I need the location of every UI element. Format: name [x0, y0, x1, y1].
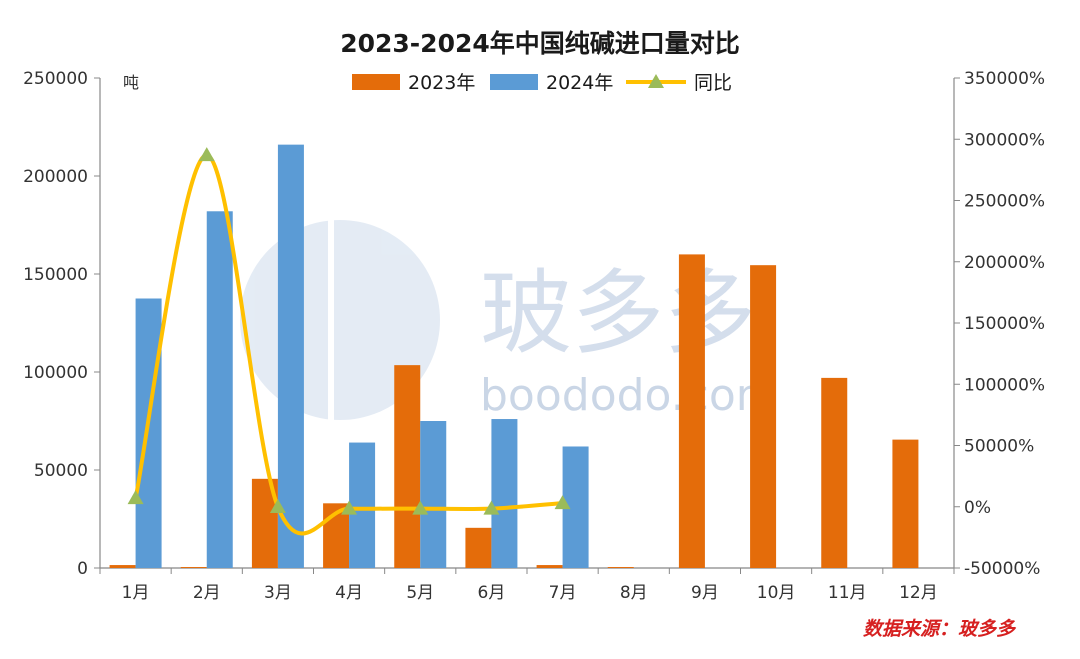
yoy-point-marker	[269, 498, 286, 513]
legend-swatch	[352, 74, 400, 90]
x-tick-label: 12月	[899, 583, 938, 603]
y-axis-unit: 吨	[123, 73, 139, 92]
bar-2023年-5月	[394, 365, 421, 568]
y-right-tick-label: 250000%	[964, 192, 1045, 212]
legend-label: 2023年	[408, 72, 475, 94]
x-tick-label: 7月	[549, 583, 577, 603]
x-tick-label: 10月	[757, 583, 796, 603]
source-note: 数据来源：玻多多	[863, 618, 1017, 640]
x-tick-label: 1月	[122, 583, 150, 603]
x-tick-label: 2月	[193, 583, 221, 603]
bar-2024年-3月	[277, 144, 304, 568]
y-left-tick-label: 250000	[23, 69, 88, 89]
yoy-point-marker	[483, 500, 500, 515]
y-right-tick-label: 100000%	[964, 375, 1045, 395]
bar-2024年-1月	[135, 298, 162, 568]
chart-title: 2023-2024年中国纯碱进口量对比	[340, 29, 740, 58]
y-right-tick-label: 350000%	[964, 69, 1045, 89]
yoy-point-marker	[341, 500, 358, 515]
legend-label: 2024年	[546, 72, 613, 94]
y-right-tick-label: 0%	[964, 498, 991, 518]
axes: 0 50000 100000 150000 200000 250000 -50000% 0% 5…	[23, 69, 1045, 603]
x-tick-label: 4月	[335, 583, 363, 603]
bar-2023年-8月	[607, 567, 634, 568]
y-right-tick-label: 200000%	[964, 253, 1045, 273]
x-tick-label: 11月	[828, 583, 867, 603]
bar-2024年-4月	[349, 442, 376, 568]
yoy-point-marker	[198, 147, 215, 162]
bar-2024年-2月	[206, 211, 233, 568]
yoy-point-marker	[554, 495, 571, 510]
y-left-tick-label: 100000	[23, 363, 88, 383]
y-left-tick-label: 150000	[23, 265, 88, 285]
yoy-line-path	[133, 153, 563, 536]
bar-2023年-12月	[892, 439, 919, 568]
x-tick-label: 3月	[264, 583, 292, 603]
yoy-point-marker	[127, 490, 144, 505]
bar-2024年-6月	[491, 419, 518, 568]
x-tick-label: 8月	[620, 583, 648, 603]
bar-2023年-9月	[678, 254, 705, 568]
watermark-logo-bar	[328, 215, 334, 425]
legend: 2023年 2024年 同比	[352, 72, 732, 94]
bars	[109, 144, 919, 568]
y-left-tick-label: 200000	[23, 167, 88, 187]
bar-2023年-1月	[109, 565, 136, 568]
yoy-line	[127, 147, 571, 536]
watermark-domain-text: boododo.com	[480, 370, 779, 421]
y-right-tick-label: 150000%	[964, 314, 1045, 334]
x-tick-label: 5月	[406, 583, 434, 603]
yoy-point-marker	[412, 500, 429, 515]
bar-2023年-6月	[465, 527, 492, 568]
bar-2023年-2月	[180, 567, 207, 568]
y-left-tick-label: 0	[77, 559, 88, 579]
legend-swatch	[490, 74, 538, 90]
bar-2023年-11月	[821, 377, 848, 568]
y-right-tick-label: 300000%	[964, 130, 1045, 150]
bar-2023年-10月	[750, 265, 777, 568]
y-right-tick-label: -50000%	[964, 559, 1040, 579]
y-right-tick-label: 50000%	[964, 437, 1034, 457]
bar-2023年-7月	[536, 565, 563, 568]
x-tick-label: 6月	[478, 583, 506, 603]
bar-2024年-5月	[420, 421, 447, 568]
legend-label: 同比	[694, 72, 732, 94]
watermark-chinese-text: 玻多多	[480, 260, 756, 367]
legend-marker	[648, 74, 664, 88]
x-tick-label: 9月	[691, 583, 719, 603]
y-left-tick-label: 50000	[34, 461, 88, 481]
